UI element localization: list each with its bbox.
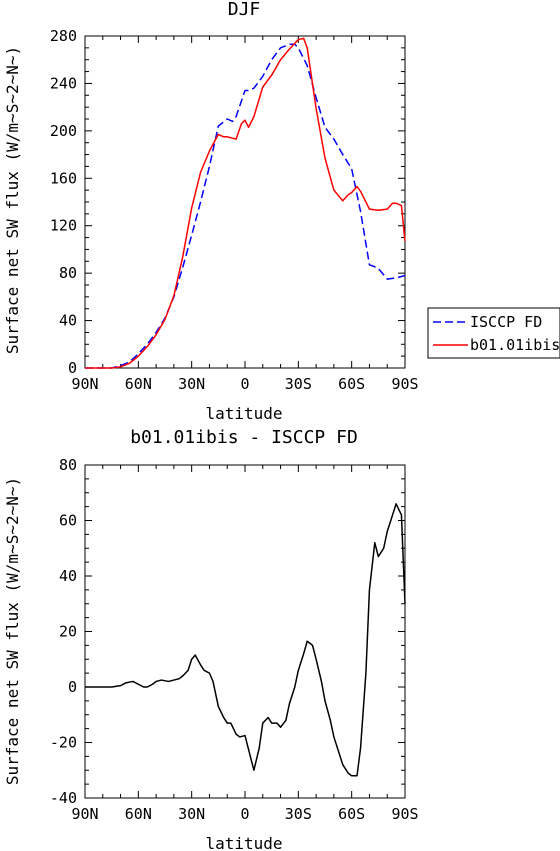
top-xlabel: latitude bbox=[205, 404, 282, 423]
top-chart-title: DJF bbox=[228, 0, 261, 20]
bottom-ytick-label: 40 bbox=[59, 567, 77, 585]
top-ytick-label: 120 bbox=[50, 217, 77, 235]
bottom-ytick-label: -40 bbox=[50, 789, 77, 807]
top-axis-ticks: 90N 60N 30N 0 30S 60S 90S 0 40 80 120 160 200 240 280 bbox=[50, 27, 419, 393]
bottom-ytick-label: 0 bbox=[68, 678, 77, 696]
top-ytick-label: 200 bbox=[50, 122, 77, 140]
top-xtick-label: 30N bbox=[178, 375, 205, 393]
bottom-axis-ticks: 90N 60N 30N 0 30S 60S 90S -40 -20 0 20 40 60 80 bbox=[50, 456, 419, 823]
bottom-ytick-label: 60 bbox=[59, 512, 77, 530]
top-xtick-label: 60S bbox=[338, 375, 365, 393]
legend: ISCCP FD b01.01ibis bbox=[427, 307, 560, 359]
bottom-xtick-label: 0 bbox=[240, 805, 249, 823]
top-series-line-0 bbox=[85, 43, 406, 369]
top-plot-frame bbox=[84, 35, 406, 369]
bottom-series-line-0 bbox=[85, 503, 406, 777]
bottom-xtick-label: 90S bbox=[391, 805, 418, 823]
bottom-xtick-label: 60S bbox=[338, 805, 365, 823]
bottom-plot-frame bbox=[84, 464, 406, 799]
top-ytick-label: 40 bbox=[59, 312, 77, 330]
top-ytick-label: 280 bbox=[50, 27, 77, 45]
top-series-line-1 bbox=[85, 37, 406, 369]
bottom-xlabel: latitude bbox=[205, 834, 282, 851]
top-xtick-label: 0 bbox=[240, 375, 249, 393]
bottom-ytick-label: 80 bbox=[59, 456, 77, 474]
top-xtick-label: 90N bbox=[71, 375, 98, 393]
legend-box bbox=[427, 307, 560, 359]
bottom-chart: b01.01ibis - ISCCP FD 90N 60N 30N 0 30S 60S 90… bbox=[3, 427, 419, 851]
top-ytick-label: 240 bbox=[50, 74, 77, 92]
bottom-ytick-label: -20 bbox=[50, 734, 77, 752]
bottom-xtick-label: 30S bbox=[285, 805, 312, 823]
top-ylabel: Surface net SW flux (W/m~S~2~N~) bbox=[3, 46, 22, 354]
bottom-xtick-label: 30N bbox=[178, 805, 205, 823]
top-ytick-label: 80 bbox=[59, 264, 77, 282]
top-series-group bbox=[85, 37, 406, 369]
top-xtick-label: 60N bbox=[125, 375, 152, 393]
legend-label-model: b01.01ibis bbox=[470, 336, 560, 354]
top-xtick-label: 90S bbox=[391, 375, 418, 393]
top-ytick-label: 160 bbox=[50, 169, 77, 187]
bottom-chart-title: b01.01ibis - ISCCP FD bbox=[130, 427, 358, 448]
bottom-series-group bbox=[85, 503, 406, 777]
top-ytick-label: 0 bbox=[68, 359, 77, 377]
bottom-xtick-label: 60N bbox=[125, 805, 152, 823]
top-chart: DJF 90N 60N 30N 0 30S 60S 90S 0 40 80 120 160 200 240… bbox=[3, 0, 560, 423]
top-xtick-label: 30S bbox=[285, 375, 312, 393]
bottom-ylabel: Surface net SW flux (W/m~S~2~N~) bbox=[3, 477, 22, 785]
bottom-xtick-label: 90N bbox=[71, 805, 98, 823]
bottom-ytick-label: 20 bbox=[59, 623, 77, 641]
legend-label-isccp: ISCCP FD bbox=[470, 313, 542, 331]
